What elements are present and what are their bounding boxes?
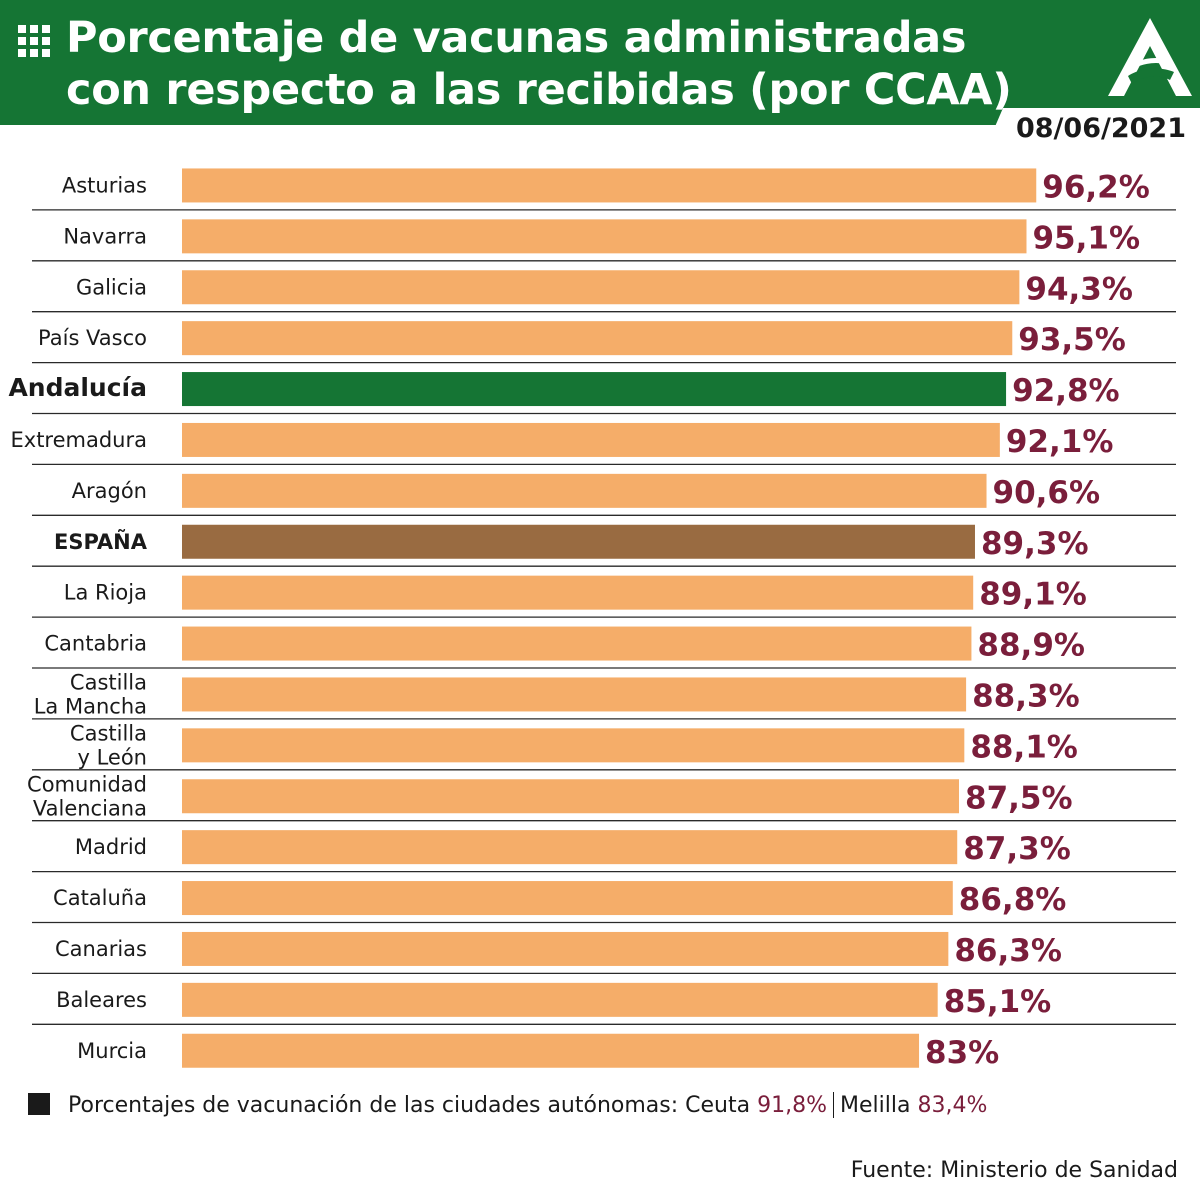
value-label: 95,1% bbox=[1032, 220, 1140, 256]
bar bbox=[182, 575, 974, 610]
header-banner: Porcentaje de vacunas administradas con … bbox=[0, 0, 1200, 125]
category-label: Aragón bbox=[72, 479, 147, 503]
legend: Porcentajes de vacunación de las ciudade… bbox=[28, 1092, 987, 1118]
category-label: País Vasco bbox=[38, 326, 147, 350]
bar bbox=[182, 372, 1007, 407]
category-label: Castilla La Mancha bbox=[34, 670, 147, 718]
legend-separator bbox=[833, 1092, 834, 1118]
category-label: Canarias bbox=[55, 937, 147, 961]
junta-andalucia-logo bbox=[1108, 18, 1192, 96]
bar bbox=[182, 321, 1013, 356]
bar bbox=[182, 524, 975, 559]
value-label: 89,1% bbox=[979, 577, 1087, 613]
legend-ceuta-value: 91,8% bbox=[757, 1093, 827, 1118]
value-label: 93,5% bbox=[1018, 322, 1126, 358]
category-label: Baleares bbox=[56, 988, 147, 1012]
category-label: Extremadura bbox=[11, 428, 148, 452]
value-label: 92,1% bbox=[1006, 424, 1114, 460]
bar bbox=[182, 830, 958, 865]
value-label: 92,8% bbox=[1012, 373, 1120, 409]
source-note: Fuente: Ministerio de Sanidad bbox=[850, 1158, 1178, 1183]
bar bbox=[182, 168, 1037, 203]
value-label: 83% bbox=[925, 1035, 999, 1071]
date-label: 08/06/2021 bbox=[1015, 113, 1186, 144]
value-label: 87,3% bbox=[963, 831, 1071, 867]
category-label: Galicia bbox=[76, 275, 147, 299]
legend-melilla-label: Melilla bbox=[840, 1093, 911, 1118]
value-label: 88,9% bbox=[977, 628, 1085, 664]
bar bbox=[182, 1033, 920, 1068]
category-label: Cantabria bbox=[44, 632, 147, 656]
bar bbox=[182, 779, 959, 814]
value-label: 90,6% bbox=[993, 475, 1101, 511]
category-label: Castilla y León bbox=[70, 721, 147, 769]
grid-icon bbox=[18, 25, 50, 57]
date-tab bbox=[985, 108, 1200, 150]
legend-melilla-value: 83,4% bbox=[917, 1093, 988, 1118]
value-label: 94,3% bbox=[1025, 271, 1133, 307]
bar bbox=[182, 677, 967, 712]
category-label: Comunidad Valenciana bbox=[27, 772, 147, 820]
category-label: Andalucía bbox=[8, 373, 147, 402]
value-label: 96,2% bbox=[1042, 169, 1150, 205]
bar bbox=[182, 881, 953, 916]
bar bbox=[182, 931, 949, 966]
value-label: 85,1% bbox=[944, 984, 1052, 1020]
bar bbox=[182, 473, 987, 508]
category-label: Murcia bbox=[77, 1039, 147, 1063]
chart-title: Porcentaje de vacunas administradas con … bbox=[66, 13, 1012, 115]
legend-ceuta-label: Ceuta bbox=[685, 1093, 751, 1118]
value-label: 89,3% bbox=[981, 526, 1089, 562]
bar bbox=[182, 219, 1027, 254]
legend-swatch bbox=[28, 1093, 50, 1115]
bar bbox=[182, 728, 965, 763]
bar bbox=[182, 626, 972, 661]
category-label: La Rioja bbox=[64, 581, 147, 605]
legend-label: Porcentajes de vacunación de las ciudade… bbox=[68, 1093, 679, 1118]
category-label: Asturias bbox=[62, 173, 147, 197]
category-label: ESPAÑA bbox=[54, 529, 148, 554]
category-label: Navarra bbox=[63, 224, 147, 248]
value-label: 86,3% bbox=[954, 933, 1062, 969]
bar bbox=[182, 270, 1020, 305]
value-label: 86,8% bbox=[959, 882, 1067, 918]
category-label: Cataluña bbox=[53, 886, 147, 910]
value-label: 87,5% bbox=[965, 780, 1073, 816]
bar bbox=[182, 982, 938, 1017]
category-label: Madrid bbox=[75, 835, 147, 859]
bar bbox=[182, 422, 1000, 457]
value-label: 88,1% bbox=[970, 729, 1078, 765]
value-label: 88,3% bbox=[972, 678, 1080, 714]
